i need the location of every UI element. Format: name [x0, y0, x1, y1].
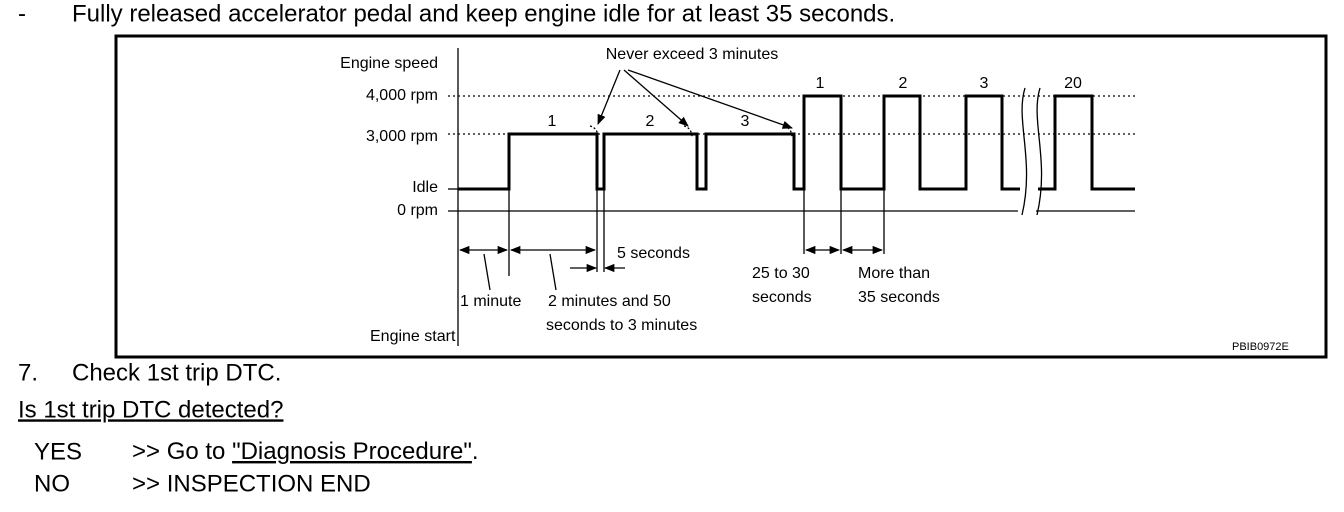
pulse-label: 20 [1064, 75, 1082, 92]
segment-label: 3 [741, 113, 750, 130]
leader [483, 253, 491, 291]
level-label: Idle [412, 179, 438, 196]
annotation: Engine start [370, 328, 456, 345]
arrow [623, 69, 689, 127]
step-number: 7. [18, 359, 38, 386]
answer-label: NO [34, 470, 70, 497]
limit-mark [589, 125, 793, 139]
annotation: More than [858, 265, 930, 282]
segment-label: 2 [646, 113, 655, 130]
answer-end: . [472, 438, 479, 465]
level-label: 0 rpm [397, 202, 438, 219]
intro-text: Fully released accelerator pedal and kee… [72, 0, 895, 27]
annotation: 25 to 30 [752, 265, 810, 282]
figure-code: PBIB0972E [1232, 341, 1289, 353]
pulse-label: 1 [816, 75, 825, 92]
arrow [627, 69, 793, 129]
pulse-label: 3 [980, 75, 989, 92]
link[interactable]: "Diagnosis Procedure" [232, 438, 472, 465]
segment-label: 1 [548, 113, 557, 130]
level-label: 4,000 rpm [366, 87, 438, 104]
step-text: Check 1st trip DTC. [72, 359, 281, 386]
annotation: 1 minute [460, 293, 521, 310]
annotation: seconds to 3 minutes [546, 317, 697, 334]
answer: >> Go to "Diagnosis Procedure". [132, 438, 479, 465]
question: Is 1st trip DTC detected? [18, 396, 283, 423]
annotation: 35 seconds [858, 289, 940, 306]
answer-text: >> Go to [132, 438, 232, 465]
waveform [1038, 94, 1135, 191]
answer-label: YES [34, 438, 82, 465]
pulse-label: 2 [899, 75, 908, 92]
arrow [597, 69, 621, 125]
leader [549, 253, 557, 291]
bullet: - [18, 0, 26, 27]
figure-frame [114, 34, 1328, 359]
answer-text: >> INSPECTION END [132, 470, 371, 497]
note: Never exceed 3 minutes [606, 46, 779, 63]
annotation: seconds [752, 289, 812, 306]
annotation: 2 minutes and 50 [548, 293, 671, 310]
break-mark [1021, 87, 1043, 216]
annotation: 5 seconds [617, 245, 690, 262]
level-label: 3,000 rpm [366, 128, 438, 145]
waveform [458, 94, 1020, 191]
diagram: Engine speed 4,000 rpm 3,000 rpm Idle 0 … [340, 46, 1289, 353]
axis-title: Engine speed [340, 55, 438, 72]
